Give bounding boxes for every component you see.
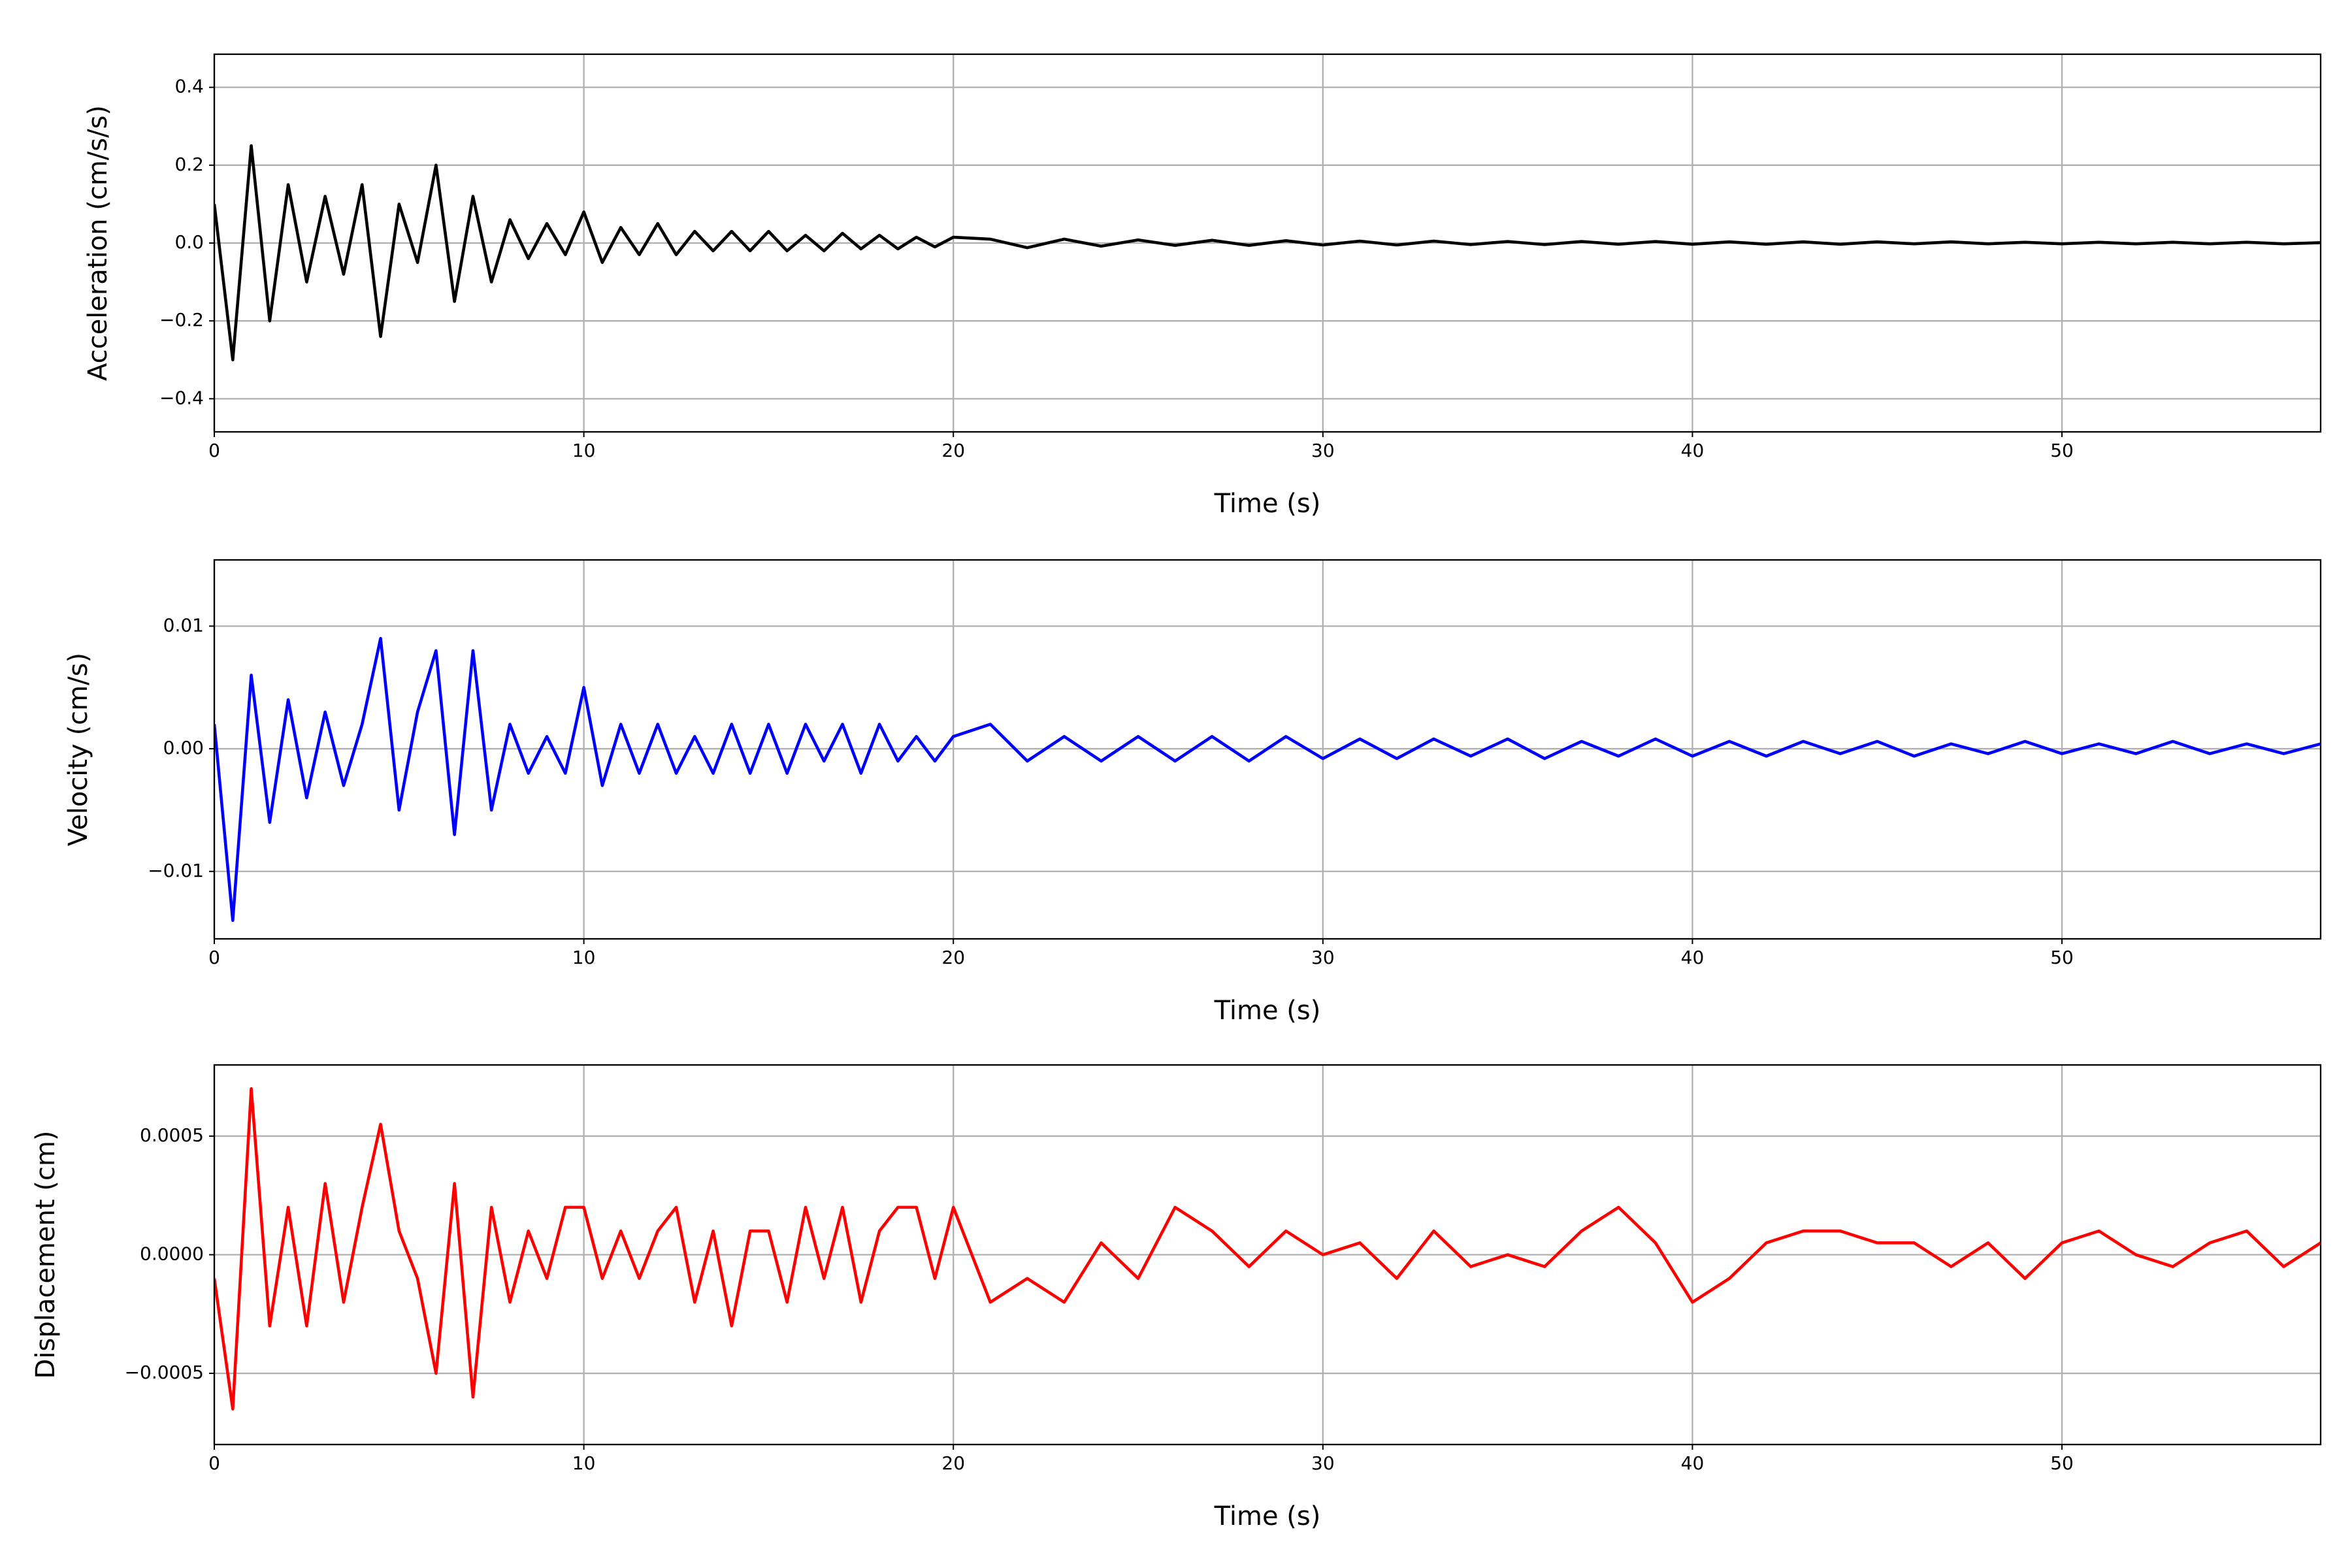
y-tick-label: −0.2 bbox=[159, 309, 204, 331]
y-tick-label: 0.00 bbox=[163, 737, 204, 759]
x-tick-label: 40 bbox=[1681, 440, 1705, 461]
x-tick-label: 50 bbox=[2050, 1452, 2074, 1474]
x-tick-label: 0 bbox=[208, 947, 220, 968]
axes-frame bbox=[213, 1064, 2322, 1446]
x-tick-label: 50 bbox=[2050, 947, 2074, 968]
y-axis-label: Displacement (cm) bbox=[31, 1131, 61, 1379]
x-tick-label: 0 bbox=[208, 1452, 220, 1474]
y-tick-label: 0.0005 bbox=[140, 1124, 204, 1146]
x-tick-label: 50 bbox=[2050, 440, 2074, 461]
x-tick-label: 10 bbox=[572, 440, 596, 461]
x-tick-label: 30 bbox=[1311, 1452, 1335, 1474]
y-tick-label: −0.0005 bbox=[125, 1362, 204, 1383]
plot-area bbox=[214, 636, 2321, 923]
data-line bbox=[214, 1087, 2321, 1411]
subplot: 0 10 20 30 40 50 −0.0005 0.0000 0.0005 Time (s) Di… bbox=[31, 1064, 2322, 1531]
y-tick-label: −0.4 bbox=[159, 387, 204, 408]
y-tick-label: 0.4 bbox=[174, 76, 204, 97]
x-tick-label: 0 bbox=[208, 440, 220, 461]
x-tick-label: 10 bbox=[572, 947, 596, 968]
axes-frame bbox=[213, 559, 2322, 940]
subplot: 0 10 20 30 40 50 −0.4 −0.2 0.0 0.2 0.4 Time (s) Acce… bbox=[83, 53, 2322, 519]
subplot: 0 10 20 30 40 50 −0.01 0.00 0.01 Time (s) Velocity… bbox=[63, 559, 2322, 1026]
plot-area bbox=[214, 144, 2321, 362]
y-tick-label: 0.0 bbox=[174, 231, 204, 253]
x-tick-label: 40 bbox=[1681, 1452, 1705, 1474]
plot-area bbox=[214, 1087, 2321, 1411]
y-tick-label: 0.2 bbox=[174, 154, 204, 175]
x-axis-label: Time (s) bbox=[1214, 489, 1321, 519]
data-line bbox=[214, 144, 2321, 362]
x-tick-label: 10 bbox=[572, 1452, 596, 1474]
axes-frame bbox=[213, 53, 2322, 433]
y-axis-label: Velocity (cm/s) bbox=[63, 653, 93, 846]
y-tick-label: −0.01 bbox=[148, 860, 204, 881]
x-tick-label: 30 bbox=[1311, 440, 1335, 461]
x-tick-label: 20 bbox=[941, 440, 965, 461]
x-tick-label: 20 bbox=[941, 1452, 965, 1474]
y-axis-label: Acceleration (cm/s/s) bbox=[83, 105, 113, 381]
y-tick-label: 0.0000 bbox=[140, 1243, 204, 1265]
x-axis-label: Time (s) bbox=[1214, 996, 1321, 1026]
x-tick-label: 20 bbox=[941, 947, 965, 968]
data-line bbox=[214, 636, 2321, 923]
x-axis-label: Time (s) bbox=[1214, 1501, 1321, 1531]
x-tick-label: 30 bbox=[1311, 947, 1335, 968]
x-tick-label: 40 bbox=[1681, 947, 1705, 968]
y-tick-label: 0.01 bbox=[163, 614, 204, 636]
